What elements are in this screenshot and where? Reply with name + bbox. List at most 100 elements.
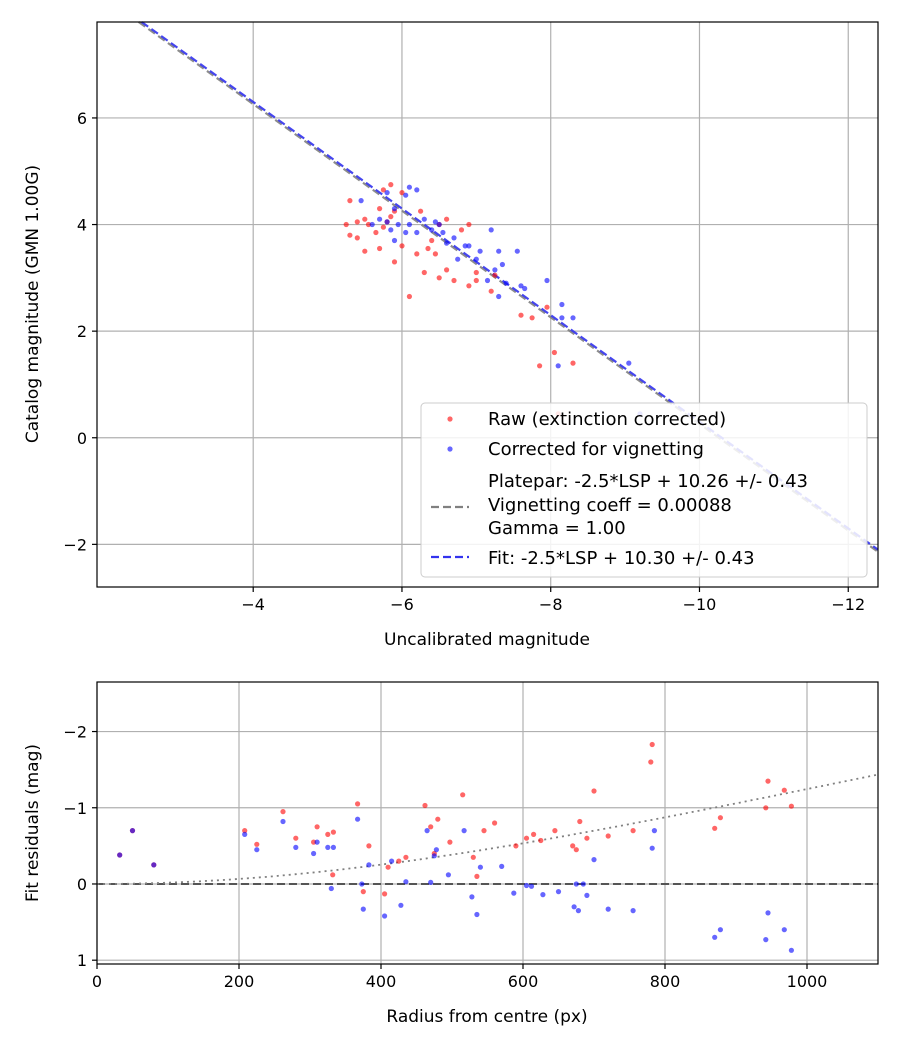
top-y-tick-label: 0 — [77, 429, 87, 448]
bottom-point-raw — [403, 854, 409, 860]
top-point-raw — [421, 269, 427, 276]
bottom-point-corrected — [424, 828, 430, 834]
bottom-point-raw — [242, 828, 248, 834]
bottom-point-corrected — [477, 864, 483, 870]
bottom-points — [117, 741, 795, 953]
bottom-point-corrected — [469, 894, 475, 900]
bottom-point-corrected — [651, 828, 658, 834]
bottom-point-corrected — [788, 947, 795, 953]
bottom-point-raw — [355, 801, 361, 807]
bottom-point-corrected — [355, 816, 361, 822]
top-point-corrected — [555, 363, 561, 369]
top-point-corrected — [484, 277, 491, 284]
top-point-raw — [518, 312, 524, 318]
bottom-point-corrected — [445, 872, 451, 878]
top-point-corrected — [391, 206, 398, 212]
top-point-raw — [529, 315, 535, 321]
bottom-point-raw — [428, 824, 434, 830]
top-point-corrected — [522, 285, 528, 292]
top-point-raw — [373, 229, 379, 236]
bottom-plot-frame — [96, 681, 879, 965]
bottom-point-raw — [523, 835, 530, 841]
bottom-x-tick-label: 0 — [92, 972, 102, 991]
bottom-point-corrected — [511, 890, 517, 896]
bottom-point-raw — [314, 824, 320, 830]
top-point-corrected — [503, 280, 509, 286]
top-y-tick-label: 2 — [77, 322, 87, 341]
top-point-raw — [570, 360, 576, 366]
top-point-corrected — [384, 190, 390, 196]
top-point-corrected — [473, 256, 479, 262]
top-point-raw — [544, 304, 550, 310]
top-point-raw — [377, 245, 383, 252]
top-point-corrected — [496, 248, 502, 254]
bottom-point-corrected — [311, 850, 317, 857]
bottom-plot: 0 200 400 600 800 1000−2−101 Radius from cent… — [23, 681, 879, 1027]
top-legend: Raw (extinction corrected) Corrected for… — [420, 402, 868, 578]
top-x-tick-label: −6 — [390, 595, 414, 614]
top-point-raw — [492, 272, 498, 278]
bottom-y-axis-label: Fit residuals (mag) — [23, 744, 43, 902]
legend-platepar-line-3: Gamma = 1.00 — [488, 518, 626, 539]
bottom-point-corrected — [499, 863, 505, 870]
top-point-corrected — [358, 198, 364, 204]
bottom-point-raw — [712, 825, 718, 831]
top-point-raw — [425, 245, 431, 252]
top-point-corrected — [377, 216, 383, 222]
top-x-tick-label: −12 — [831, 595, 865, 614]
bottom-point-raw — [385, 864, 391, 870]
bottom-point-corrected — [117, 852, 123, 858]
bottom-point-corrected — [765, 910, 771, 916]
top-point-raw — [444, 216, 450, 222]
bottom-x-tick-label: 1000 — [787, 972, 828, 991]
top-point-raw — [429, 237, 435, 244]
top-point-corrected — [514, 248, 520, 254]
bottom-y-tick-label: 1 — [77, 951, 87, 970]
bottom-point-corrected — [330, 844, 336, 851]
bottom-point-raw — [577, 818, 583, 825]
top-point-raw — [362, 248, 368, 254]
bottom-point-raw — [474, 873, 480, 880]
bottom-point-raw — [781, 787, 787, 793]
top-point-corrected — [477, 248, 483, 254]
top-x-tick-label: −4 — [241, 595, 265, 614]
top-point-corrected — [414, 187, 420, 193]
bottom-point-corrected — [584, 892, 590, 899]
bottom-point-corrected — [781, 927, 787, 933]
bottom-point-raw — [765, 778, 771, 784]
bottom-point-corrected — [403, 879, 409, 885]
top-x-tick-label: −10 — [683, 595, 717, 614]
bottom-point-corrected — [571, 904, 577, 910]
bottom-x-tick-label: 600 — [508, 972, 539, 991]
top-point-corrected — [403, 192, 409, 198]
bottom-point-raw — [591, 788, 597, 794]
top-point-raw — [391, 259, 398, 265]
top-point-raw — [444, 267, 450, 273]
top-y-tick-label: −2 — [63, 535, 87, 554]
top-point-raw — [399, 243, 405, 249]
top-point-corrected — [406, 184, 412, 190]
top-point-corrected — [391, 237, 398, 244]
top-point-raw — [343, 221, 349, 228]
top-point-raw — [418, 208, 424, 214]
top-point-raw — [388, 214, 394, 220]
bottom-point-corrected — [314, 839, 320, 845]
bottom-point-raw — [552, 828, 558, 834]
top-point-raw — [551, 349, 558, 356]
bottom-point-raw — [573, 847, 579, 853]
bottom-x-tick-label: 200 — [224, 972, 255, 991]
bottom-point-raw — [325, 831, 331, 838]
bottom-point-corrected — [293, 844, 299, 851]
bottom-point-corrected — [359, 881, 365, 887]
bottom-point-corrected — [325, 844, 331, 851]
top-point-corrected — [455, 256, 461, 262]
top-point-raw — [388, 182, 394, 188]
legend-raw-marker — [447, 416, 453, 422]
top-point-raw — [436, 275, 442, 281]
bottom-point-corrected — [573, 881, 579, 887]
bottom-grid — [96, 682, 878, 964]
top-point-raw — [377, 206, 383, 212]
bottom-point-corrected — [630, 908, 636, 914]
bottom-point-raw — [470, 854, 476, 860]
